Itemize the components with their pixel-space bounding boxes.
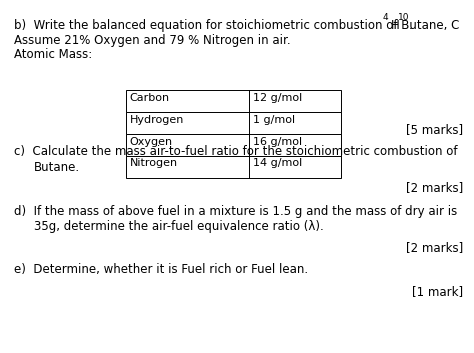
Text: [2 marks]: [2 marks]: [406, 241, 464, 254]
Text: [2 marks]: [2 marks]: [406, 181, 464, 194]
Text: 10: 10: [398, 13, 410, 22]
Text: 14 g/mol: 14 g/mol: [253, 158, 302, 168]
Bar: [126, 134, 341, 156]
Text: e)  Determine, whether it is Fuel rich or Fuel lean.: e) Determine, whether it is Fuel rich or…: [14, 263, 309, 276]
Bar: [126, 90, 341, 112]
Text: 1 g/mol: 1 g/mol: [253, 115, 295, 125]
Text: Hydrogen: Hydrogen: [129, 115, 184, 125]
Text: Nitrogen: Nitrogen: [129, 158, 178, 168]
Text: Carbon: Carbon: [129, 93, 170, 103]
Text: c)  Calculate the mass air-to-fuel ratio for the stoichiometric combustion of: c) Calculate the mass air-to-fuel ratio …: [14, 145, 458, 158]
Text: 35g, determine the air-fuel equivalence ratio (λ).: 35g, determine the air-fuel equivalence …: [34, 220, 324, 233]
Text: d)  If the mass of above fuel in a mixture is 1.5 g and the mass of dry air is: d) If the mass of above fuel in a mixtur…: [14, 205, 457, 218]
Text: [5 marks]: [5 marks]: [406, 123, 464, 136]
Bar: [126, 156, 341, 178]
Text: 16 g/mol: 16 g/mol: [253, 137, 302, 146]
Text: Assume 21% Oxygen and 79 % Nitrogen in air.: Assume 21% Oxygen and 79 % Nitrogen in a…: [14, 34, 291, 47]
Text: [1 mark]: [1 mark]: [412, 285, 464, 298]
Text: Butane.: Butane.: [34, 161, 80, 174]
Text: b)  Write the balanced equation for stoichiometric combustion of Butane, C: b) Write the balanced equation for stoic…: [14, 19, 460, 32]
Text: Atomic Mass:: Atomic Mass:: [14, 48, 92, 61]
Text: H: H: [391, 19, 400, 32]
Bar: [126, 112, 341, 134]
Text: Oxygen: Oxygen: [129, 137, 173, 146]
Text: .: .: [409, 19, 413, 32]
Text: 4: 4: [383, 13, 388, 22]
Text: 12 g/mol: 12 g/mol: [253, 93, 302, 103]
